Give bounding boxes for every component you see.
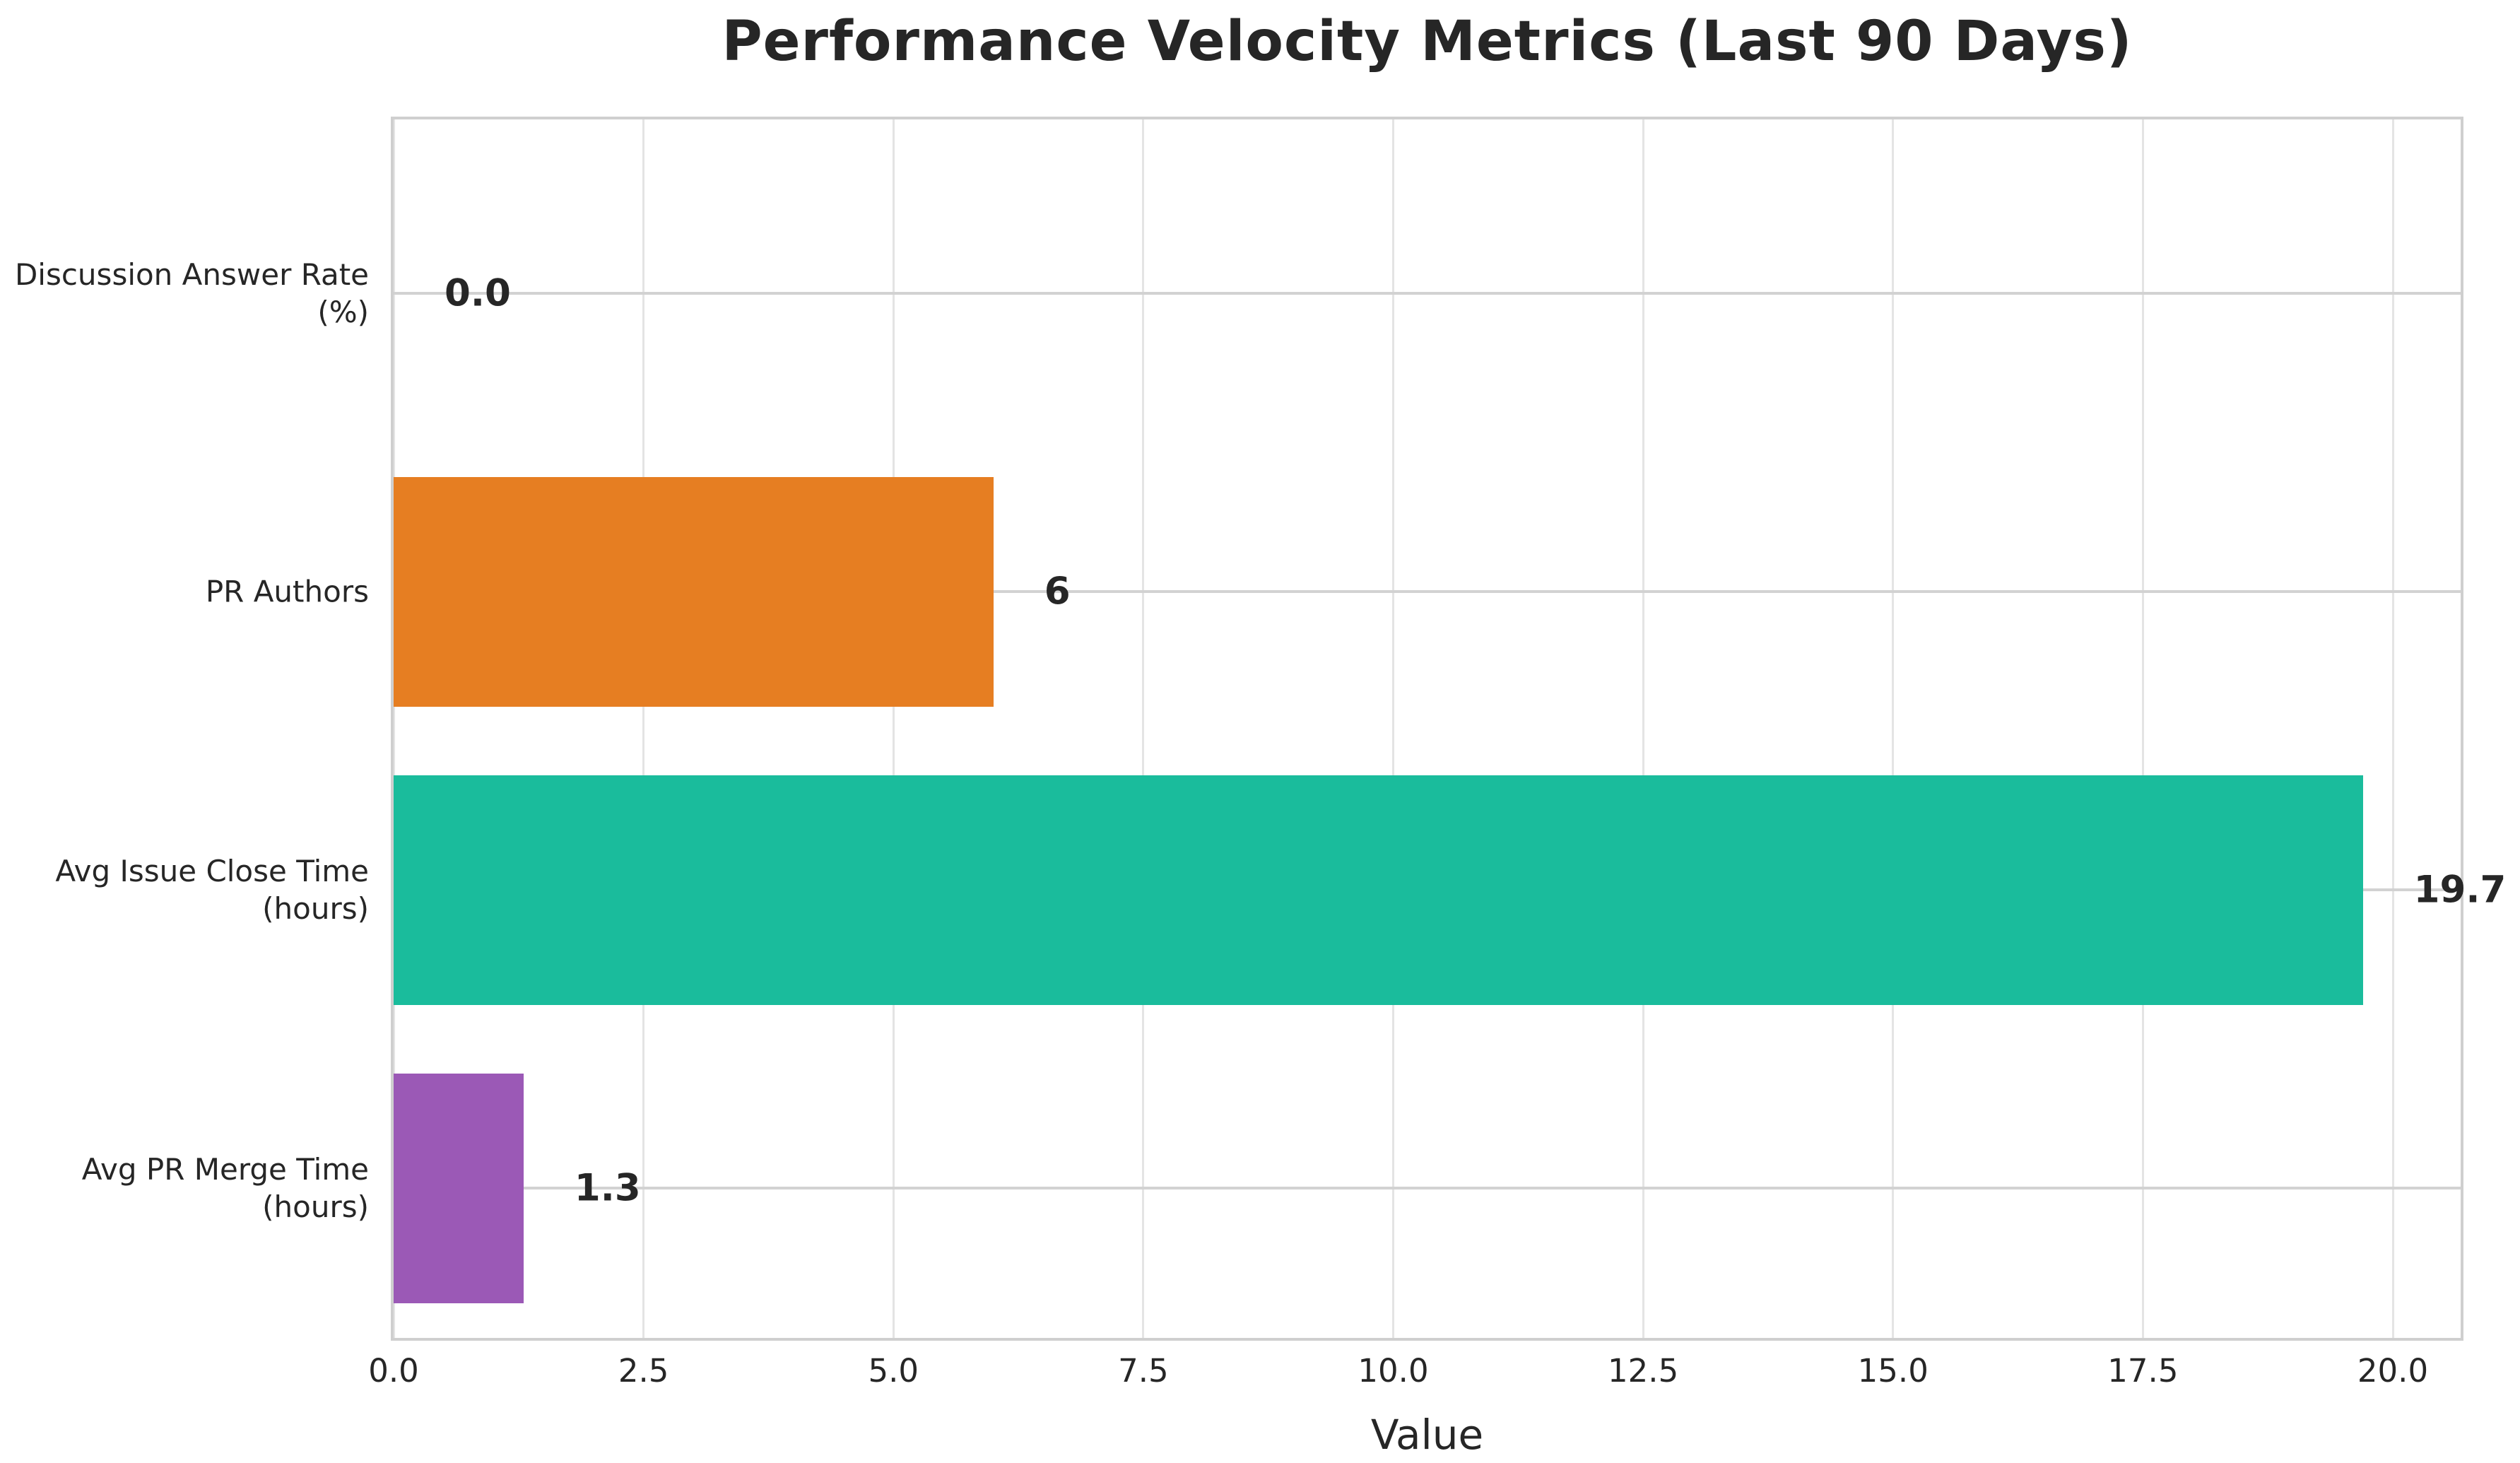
category-label-pr-authors: PR Authors	[206, 573, 369, 611]
x-tick-label-7.5: 7.5	[1118, 1352, 1169, 1389]
horizontal-gridline-row-1	[394, 590, 2461, 593]
x-tick-label-20.0: 20.0	[2357, 1352, 2429, 1389]
bar-pr-authors	[394, 476, 994, 707]
x-tick-label-17.5: 17.5	[2107, 1352, 2179, 1389]
vertical-gridline-0.0	[392, 119, 395, 1338]
vertical-gridline-12.5	[1642, 119, 1644, 1338]
category-label-avg-pr-merge-time-hours-: Avg PR Merge Time (hours)	[82, 1151, 369, 1226]
x-tick-label-12.5: 12.5	[1608, 1352, 1679, 1389]
x-tick-label-5.0: 5.0	[868, 1352, 919, 1389]
vertical-gridline-5.0	[892, 119, 895, 1338]
x-tick-label-2.5: 2.5	[618, 1352, 669, 1389]
value-label-1.3: 1.3	[574, 1166, 641, 1210]
category-label-line: PR Authors	[205, 574, 369, 609]
bar-avg-issue-close-time-hours-	[394, 775, 2363, 1005]
value-label-6: 6	[1044, 570, 1071, 613]
category-label-line: Avg PR Merge Time	[81, 1152, 369, 1187]
category-label-line: (hours)	[262, 891, 369, 926]
x-axis-title: Value	[1370, 1411, 1484, 1459]
value-label-0.0: 0.0	[444, 271, 511, 315]
x-tick-label-15.0: 15.0	[1857, 1352, 1929, 1389]
vertical-gridline-17.5	[2141, 119, 2144, 1338]
vertical-gridline-20.0	[2391, 119, 2394, 1338]
category-label-line: Avg Issue Close Time	[55, 854, 369, 888]
vertical-gridline-10.0	[1392, 119, 1394, 1338]
vertical-gridline-7.5	[1142, 119, 1145, 1338]
horizontal-gridline-row-0	[394, 292, 2461, 295]
bar-avg-pr-merge-time-hours-	[394, 1073, 524, 1303]
x-tick-label-0.0: 0.0	[368, 1352, 419, 1389]
category-label-line: (hours)	[262, 1189, 369, 1224]
horizontal-gridline-row-3	[394, 1187, 2461, 1189]
vertical-gridline-15.0	[1892, 119, 1895, 1338]
value-label-19.7: 19.7	[2413, 868, 2507, 912]
category-label-line: Discussion Answer Rate	[14, 257, 369, 292]
category-label-avg-issue-close-time-hours-: Avg Issue Close Time (hours)	[55, 852, 369, 927]
chart-title: Performance Velocity Metrics (Last 90 Da…	[722, 10, 2133, 74]
category-label-line: (%)	[317, 295, 369, 329]
x-tick-label-10.0: 10.0	[1358, 1352, 1429, 1389]
category-label-discussion-answer-rate-: Discussion Answer Rate (%)	[15, 256, 369, 331]
vertical-gridline-2.5	[642, 119, 645, 1338]
plot-area	[392, 119, 2461, 1338]
